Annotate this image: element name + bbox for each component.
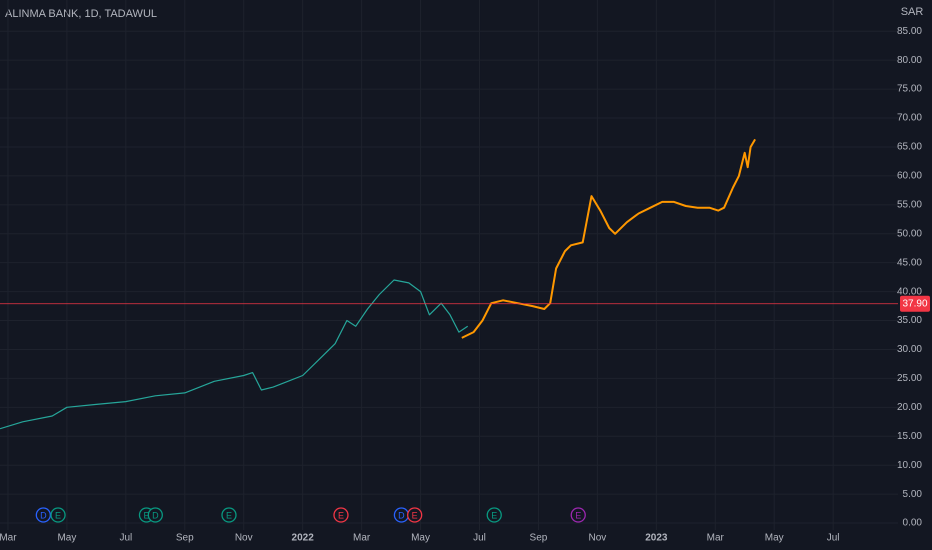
y-tick-label: 20.00 xyxy=(897,402,922,413)
y-tick-label: 40.00 xyxy=(897,286,922,297)
y-tick-label: 0.00 xyxy=(903,518,923,529)
event-label: D xyxy=(152,510,159,520)
event-label: E xyxy=(338,510,344,520)
y-tick-label: 25.00 xyxy=(897,373,922,384)
event-label: E xyxy=(55,510,61,520)
price-line-series xyxy=(0,279,469,430)
event-label: E xyxy=(226,510,232,520)
x-tick-label: Mar xyxy=(707,533,725,544)
event-label: D xyxy=(40,510,47,520)
y-tick-label: 35.00 xyxy=(897,315,922,326)
last-price-label: 37.90 xyxy=(902,298,927,309)
x-tick-label: May xyxy=(57,533,76,544)
y-tick-label: 15.00 xyxy=(897,431,922,442)
x-tick-label: Mar xyxy=(353,533,371,544)
event-marker xyxy=(333,507,349,523)
event-label: E xyxy=(491,510,497,520)
event-marker xyxy=(50,507,66,523)
chart-title: ALINMA BANK, 1D, TADAWUL xyxy=(5,8,157,20)
y-tick-label: 75.00 xyxy=(897,84,922,95)
y-tick-label: 70.00 xyxy=(897,113,922,124)
y-tick-label: 45.00 xyxy=(897,257,922,268)
event-marker xyxy=(221,507,237,523)
y-tick-label: 50.00 xyxy=(897,228,922,239)
event-marker xyxy=(570,507,586,523)
event-marker xyxy=(147,507,163,523)
x-tick-label: Sep xyxy=(176,533,194,544)
x-tick-label: May xyxy=(411,533,430,544)
event-marker xyxy=(35,507,51,523)
event-marker xyxy=(407,507,423,523)
y-tick-label: 80.00 xyxy=(897,55,922,66)
x-tick-label: Jul xyxy=(119,533,132,544)
x-tick-label: 2022 xyxy=(292,533,315,544)
x-tick-label: 2023 xyxy=(645,533,668,544)
x-tick-label: Nov xyxy=(588,533,606,544)
event-marker xyxy=(486,507,502,523)
y-tick-label: 60.00 xyxy=(897,171,922,182)
x-tick-label: Jul xyxy=(473,533,486,544)
y-tick-label: 85.00 xyxy=(897,26,922,37)
event-label: E xyxy=(143,510,149,520)
currency-label: SAR xyxy=(901,6,924,18)
y-tick-label: 10.00 xyxy=(897,460,922,471)
event-label: E xyxy=(575,510,581,520)
x-tick-label: Mar xyxy=(0,533,17,544)
x-tick-label: Sep xyxy=(530,533,548,544)
x-tick-label: May xyxy=(765,533,784,544)
y-tick-label: 55.00 xyxy=(897,199,922,210)
event-label: D xyxy=(398,510,405,520)
price-line-series xyxy=(461,138,756,339)
x-tick-label: Jul xyxy=(827,533,840,544)
y-tick-label: 30.00 xyxy=(897,344,922,355)
last-price-box xyxy=(900,295,930,312)
y-tick-label: 5.00 xyxy=(903,489,923,500)
event-label: E xyxy=(412,510,418,520)
y-tick-label: 65.00 xyxy=(897,142,922,153)
x-tick-label: Nov xyxy=(235,533,253,544)
